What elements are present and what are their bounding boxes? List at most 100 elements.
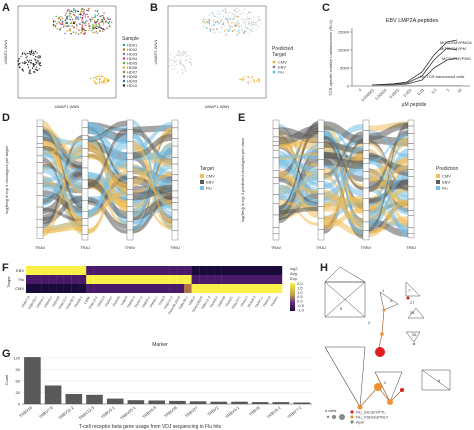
umap-a-point: [68, 25, 71, 28]
umap-b-point: [175, 60, 177, 62]
heatmap-col-label: TRAV27: [104, 295, 113, 307]
umap-b-point: [174, 68, 176, 70]
umap-a-point: [58, 21, 61, 24]
umap-b-point: [217, 10, 219, 13]
alluvial-stratum: [407, 227, 415, 234]
alluvial-flow: [324, 207, 363, 230]
umap-b-point: [180, 64, 182, 66]
umap-b-point: [213, 20, 215, 22]
network-legend-swatch: [350, 415, 354, 419]
umap-b-point: [222, 9, 224, 11]
heatmap-cell: [146, 266, 155, 275]
umap-a-point: [57, 18, 59, 20]
alluvial-legend-label: EBV: [206, 180, 214, 185]
umap-a-point: [65, 12, 67, 15]
alluvial-stratum: [407, 133, 415, 144]
heatmap-cell: [229, 266, 237, 275]
alluvial-flow: [369, 130, 408, 158]
alluvial-stratum: [81, 167, 89, 181]
heatmap-cell: [33, 284, 42, 293]
umap-b-point: [205, 19, 207, 21]
umap-b-point: [250, 81, 252, 83]
umap-b-point: [189, 55, 191, 57]
heatmap-cell: [221, 284, 230, 293]
alluvial-flow: [88, 126, 127, 180]
heatmap-cell: [138, 266, 147, 275]
alluvial-stratum: [126, 171, 134, 179]
umap-b-point: [182, 53, 184, 55]
umap-b-point: [216, 13, 218, 15]
heatmap-cell: [259, 275, 268, 284]
heatmap-legend-tick: 1.0: [297, 290, 303, 295]
umap-b-point: [208, 21, 210, 23]
umap-a-point: [88, 23, 90, 25]
umap-a-point: [75, 18, 77, 20]
umap-a-point: [106, 27, 109, 30]
umap-b-point: [224, 34, 226, 36]
panel-d-ylabel: log(freq) in top 3 clonotypes per target: [4, 145, 9, 213]
heatmap-cell: [101, 266, 109, 275]
heatmap-cell: [191, 266, 200, 275]
umap-a-point: [103, 79, 106, 81]
umap-a-point: [105, 78, 108, 80]
umap-b-point: [233, 22, 235, 24]
umap-b-point: [247, 81, 250, 83]
umap-b-point: [176, 54, 178, 57]
umap-b-point: [239, 25, 241, 27]
umap-b-point: [209, 30, 211, 32]
heatmap-col-label: TRBV2: [188, 295, 197, 306]
umap-b-point: [225, 29, 227, 31]
umap-a-point: [96, 14, 99, 17]
umap-b-point: [179, 53, 181, 55]
umap-a-point: [83, 22, 86, 24]
umap-a-point: [38, 68, 40, 70]
alluvial-stratum: [36, 126, 44, 137]
alluvial-stratum: [171, 209, 179, 221]
heatmap-col-label: TRBV4-1: [36, 295, 46, 309]
alluvial-legend-label: CMV: [442, 174, 451, 179]
alluvial-flow: [324, 121, 363, 145]
alluvial-stratum: [126, 221, 134, 231]
heatmap-cell: [93, 284, 102, 293]
bar-ytick: 60: [16, 378, 21, 383]
umap-a-point: [21, 53, 24, 55]
panel-c-xtick: 0.01: [416, 87, 426, 97]
heatmap-cell: [191, 284, 200, 293]
umap-a-point: [33, 51, 35, 53]
legend-a-swatch: [122, 52, 126, 56]
umap-a-point: [98, 22, 100, 24]
umap-b-point: [180, 58, 182, 60]
umap-a-point: [105, 20, 108, 22]
legend-b-label: Flu: [278, 70, 284, 75]
umap-a-point: [68, 9, 70, 11]
umap-a-point: [81, 19, 83, 21]
panel-c-series-label-2: MGSLEMVPM: [440, 46, 466, 51]
panel-e-alluvial: log(freq) in top 3 predicted clonotypes …: [240, 119, 458, 250]
bar-category-label: TRBV6-5: [141, 404, 157, 419]
alluvial-stratum: [272, 119, 280, 130]
heatmap-cell: [48, 275, 57, 284]
umap-b-point: [222, 11, 224, 13]
umap-b-point: [212, 24, 215, 27]
umap-a-point: [54, 24, 56, 26]
heatmap-cell: [176, 266, 185, 275]
umap-a-point: [31, 67, 34, 69]
heatmap-cell: [63, 266, 72, 275]
umap-a-point: [92, 77, 95, 79]
umap-b-point: [241, 77, 244, 79]
alluvial-flow: [369, 170, 408, 230]
umap-a-point: [81, 8, 84, 10]
umap-b-point: [213, 14, 215, 16]
umap-a-point: [34, 68, 37, 71]
umap-b-point: [249, 18, 251, 20]
umap-b-point: [242, 11, 244, 13]
heatmap-col-label: TRAV26-2: [65, 295, 76, 310]
umap-b-point: [214, 32, 216, 34]
alluvial-flow: [88, 169, 127, 235]
heatmap-cell: [78, 266, 87, 275]
umap-b-point: [219, 13, 221, 15]
umap-a-point: [66, 21, 69, 23]
panel-c-series-label-3: MCSLEMVPMG: [442, 56, 471, 61]
umap-a-point: [96, 75, 98, 78]
